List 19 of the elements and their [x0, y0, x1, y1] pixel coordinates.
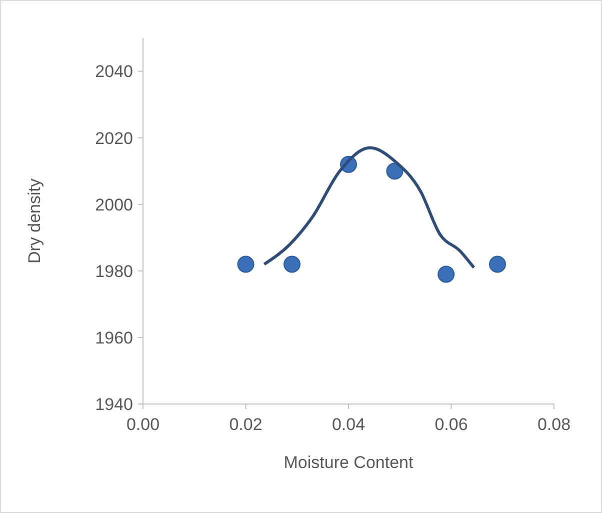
- point: [438, 266, 455, 283]
- y-tick-label: 2040: [95, 62, 133, 82]
- y-tick-label: 1980: [95, 262, 133, 281]
- y-tick-label: 1960: [95, 328, 133, 348]
- x-tick-label: 0.08: [537, 415, 571, 434]
- y-tick-label: 1940: [95, 394, 133, 414]
- y-tick-label: 2020: [95, 128, 133, 148]
- y-axis-title: Dry density: [25, 178, 44, 264]
- point: [488, 256, 506, 273]
- x-tick-label: 0.02: [229, 415, 262, 434]
- point: [283, 256, 300, 273]
- y-tick-label: 2000: [95, 195, 133, 214]
- x-tick-label: 0.06: [434, 415, 468, 434]
- x-tick-label: 0.00: [126, 415, 160, 434]
- point: [237, 256, 254, 273]
- line-series: [262, 146, 476, 270]
- x-tick-label: 0.04: [332, 415, 366, 434]
- x-axis-title: Moisture Content: [284, 453, 414, 472]
- point: [386, 162, 404, 180]
